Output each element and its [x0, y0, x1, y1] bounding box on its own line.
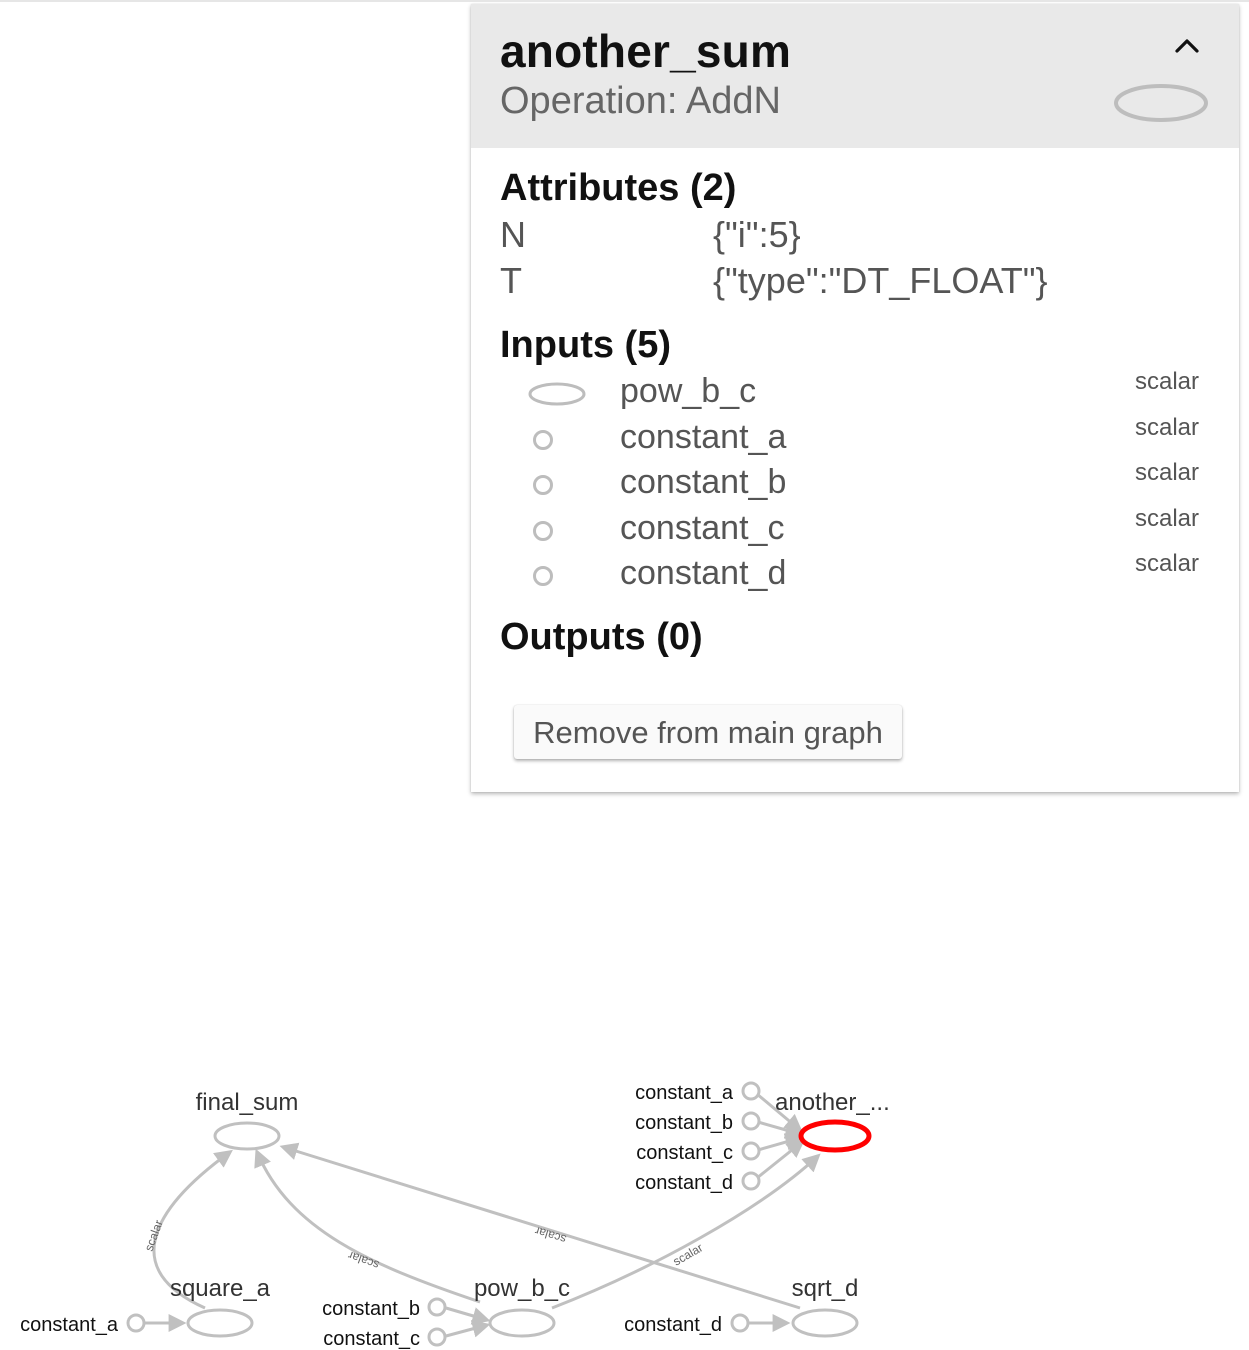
constant-label: constant_b	[635, 1112, 733, 1134]
edge-label: scalar	[346, 1248, 381, 1272]
constant-node[interactable]: constant_b	[322, 1297, 447, 1320]
node-operation: Operation: AddN	[500, 80, 781, 122]
input-type: scalar	[1134, 368, 1199, 395]
constant-label: constant_a	[20, 1314, 119, 1336]
op-node-ellipse-icon[interactable]	[488, 1308, 556, 1338]
constant-node[interactable]: constant_b	[635, 1111, 761, 1134]
input-name[interactable]: constant_d	[620, 554, 787, 592]
constant-node[interactable]: constant_c	[323, 1327, 447, 1350]
constant-node-circle-icon	[533, 475, 553, 495]
op-node-ellipse-icon[interactable]	[186, 1308, 254, 1338]
constant-node-circle-icon	[533, 521, 553, 541]
graph-node-square_a[interactable]: square_a	[170, 1275, 271, 1338]
attribute-row: T {"type":"DT_FLOAT"}	[500, 260, 1220, 304]
input-name[interactable]: constant_b	[620, 463, 787, 501]
constant-node[interactable]: constant_a	[635, 1081, 761, 1104]
constant-label: constant_d	[624, 1314, 722, 1336]
edge-square_a-to-final_sum[interactable]	[152, 1149, 233, 1310]
constant-node-circle-icon	[533, 566, 553, 586]
edge-pow_b_c-to-final_sum[interactable]	[254, 1148, 481, 1304]
attribute-value: {"i":5}	[713, 214, 801, 255]
attribute-key: N	[500, 214, 526, 255]
node-label: another_...	[775, 1089, 890, 1116]
constant-label: constant_c	[636, 1142, 733, 1164]
input-row-pow_b_c[interactable]: pow_b_c scalar	[471, 368, 1239, 424]
constant-node-circle-icon[interactable]	[730, 1313, 750, 1333]
remove-from-main-graph-button[interactable]: Remove from main graph	[514, 705, 902, 759]
graph-node-final_sum[interactable]: final_sum	[196, 1089, 299, 1151]
constant-node-circle-icon[interactable]	[126, 1313, 146, 1333]
edge-labels: scalar scalar scalar scalar	[142, 1218, 706, 1272]
node-label: sqrt_d	[792, 1275, 859, 1302]
edge-constant_b-to-pow_b_c[interactable]	[445, 1306, 491, 1325]
input-row-constant_a[interactable]: constant_a scalar	[471, 414, 1239, 470]
op-node-ellipse-icon[interactable]	[791, 1308, 859, 1338]
edge-constant_b-to-another_sum[interactable]	[757, 1120, 804, 1139]
constant-node-circle-icon[interactable]	[427, 1327, 447, 1347]
constant-node-circle-icon[interactable]	[741, 1141, 761, 1161]
op-node-ellipse-icon[interactable]	[213, 1121, 281, 1151]
node-info-card: another_sum Operation: AddN Attributes (…	[471, 4, 1239, 792]
edge-constant_c-to-pow_b_c[interactable]	[445, 1320, 491, 1338]
input-type: scalar	[1134, 505, 1199, 532]
edge-label: scalar	[142, 1218, 166, 1253]
input-type: scalar	[1134, 550, 1199, 577]
node-label: pow_b_c	[474, 1275, 570, 1302]
constant-label: constant_b	[322, 1298, 420, 1320]
graph-canvas[interactable]: scalar scalar scalar scalar final_sum an…	[0, 1060, 1249, 1350]
edge-label: scalar	[533, 1224, 568, 1247]
outputs-heading: Outputs (0)	[500, 616, 703, 658]
input-row-constant_b[interactable]: constant_b scalar	[471, 459, 1239, 515]
constant-node[interactable]: constant_d	[624, 1313, 750, 1336]
constant-node-circle-icon[interactable]	[741, 1111, 761, 1131]
constant-node-circle-icon[interactable]	[741, 1081, 761, 1101]
constant-node[interactable]: constant_c	[636, 1141, 761, 1164]
constant-node-circle-icon	[533, 430, 553, 450]
input-row-constant_d[interactable]: constant_d scalar	[471, 550, 1239, 606]
constant-nodes: constant_a constant_b constant_c constan…	[20, 1081, 761, 1350]
input-row-constant_c[interactable]: constant_c scalar	[471, 505, 1239, 561]
input-name[interactable]: constant_c	[620, 509, 785, 547]
constant-node[interactable]: constant_a	[20, 1313, 146, 1336]
input-type: scalar	[1134, 414, 1199, 441]
input-name[interactable]: constant_a	[620, 418, 787, 456]
card-header: another_sum Operation: AddN	[471, 4, 1239, 148]
chevron-up-icon[interactable]	[1171, 30, 1203, 62]
attribute-row: N {"i":5}	[500, 214, 1220, 258]
top-divider	[0, 0, 1249, 2]
input-name[interactable]: pow_b_c	[620, 372, 757, 410]
inputs-heading: Inputs (5)	[500, 324, 671, 366]
attribute-key: T	[500, 260, 522, 301]
constant-node-circle-icon[interactable]	[741, 1171, 761, 1191]
graph-edges	[145, 1092, 821, 1338]
node-title: another_sum	[500, 25, 792, 77]
selected-op-node-ellipse-icon[interactable]	[798, 1119, 872, 1153]
edge-pow_b_c-to-another_sum[interactable]	[551, 1153, 821, 1310]
constant-label: constant_a	[635, 1082, 734, 1104]
node-label: square_a	[170, 1275, 271, 1302]
constant-node-circle-icon[interactable]	[427, 1297, 447, 1317]
constant-label: constant_c	[323, 1328, 420, 1350]
constant-node[interactable]: constant_d	[635, 1171, 761, 1194]
attribute-value: {"type":"DT_FLOAT"}	[713, 260, 1048, 301]
graph-node-pow_b_c[interactable]: pow_b_c	[474, 1275, 570, 1338]
op-node-ellipse-icon	[528, 382, 586, 406]
graph-node-another_sum[interactable]: another_...	[775, 1089, 890, 1153]
input-type: scalar	[1134, 459, 1199, 486]
constant-label: constant_d	[635, 1172, 733, 1194]
edge-sqrt_d-to-final_sum[interactable]	[279, 1142, 801, 1310]
node-label: final_sum	[196, 1089, 299, 1116]
graph-node-sqrt_d[interactable]: sqrt_d	[791, 1275, 859, 1338]
edge-constant_d-to-another_sum[interactable]	[756, 1139, 805, 1180]
op-node-ellipse-icon	[1114, 84, 1208, 122]
attributes-heading: Attributes (2)	[500, 167, 737, 209]
